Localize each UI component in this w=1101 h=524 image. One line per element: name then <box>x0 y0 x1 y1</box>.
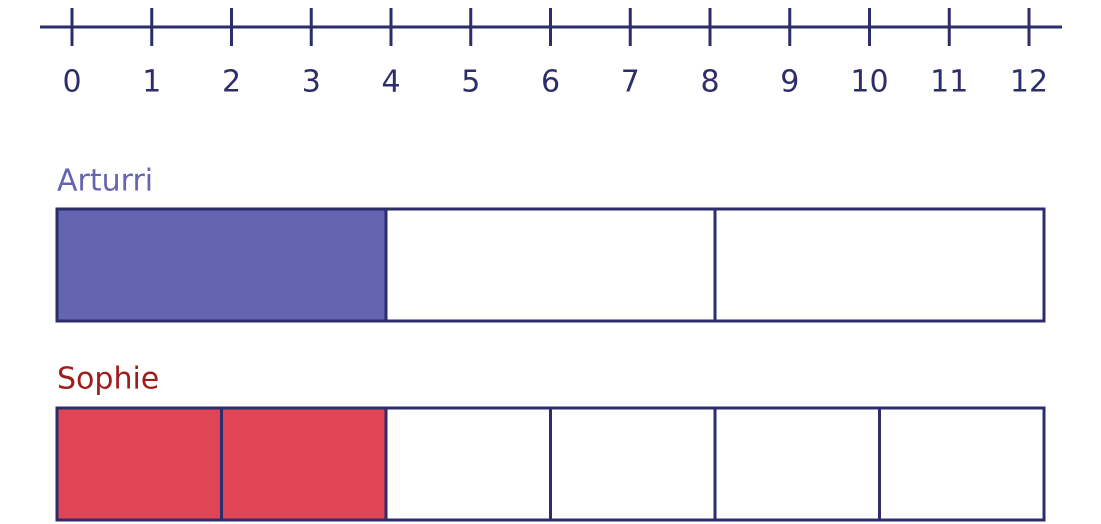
bar-part <box>713 406 881 522</box>
tick-label: 11 <box>930 65 968 100</box>
bar-label: Arturri <box>57 164 153 199</box>
tick-label: 2 <box>222 65 241 100</box>
tick-label: 10 <box>850 65 888 100</box>
tick-label: 5 <box>461 65 480 100</box>
bar-part <box>549 406 717 522</box>
tick-label: 6 <box>541 65 560 100</box>
tick-label: 3 <box>302 65 321 100</box>
tick-label: 9 <box>780 65 799 100</box>
bar-part <box>713 207 1046 323</box>
bar-part <box>55 207 388 323</box>
tick-label: 12 <box>1010 65 1048 100</box>
tick-label: 4 <box>381 65 400 100</box>
tick-label: 8 <box>700 65 719 100</box>
bar-label: Sophie <box>57 362 159 397</box>
tick-label: 7 <box>621 65 640 100</box>
bar-part <box>384 207 717 323</box>
bar-part <box>55 406 223 522</box>
tick-label: 0 <box>62 65 81 100</box>
bar-part <box>384 406 552 522</box>
bar-part <box>220 406 388 522</box>
tick-label: 1 <box>142 65 161 100</box>
bar-part <box>878 406 1046 522</box>
